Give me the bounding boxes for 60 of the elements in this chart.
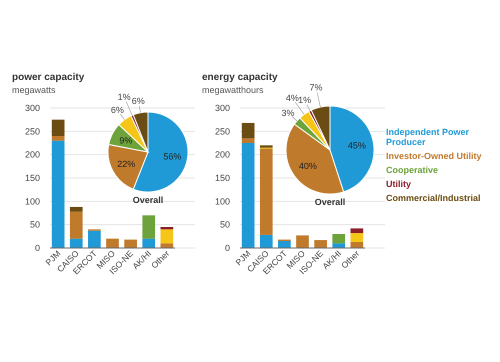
y-tick-label: 0 — [224, 243, 230, 253]
bar — [242, 138, 254, 143]
text: Overall — [314, 197, 346, 207]
y-tick-label: 150 — [24, 173, 40, 183]
bar — [160, 229, 174, 244]
bar — [260, 234, 273, 248]
y-tick-label: 100 — [214, 196, 230, 206]
bar — [350, 233, 364, 242]
data-label: 40% — [298, 161, 317, 172]
data-label: 9% — [119, 136, 132, 146]
bar — [314, 240, 327, 248]
text: Utility — [386, 179, 412, 189]
bar — [296, 235, 309, 248]
text: Commercial/Industrial — [386, 193, 481, 203]
data-label: 3% — [281, 108, 294, 118]
y-tick-label: 50 — [220, 220, 230, 230]
data-label: 4% — [286, 93, 299, 104]
text: Independent Power Producer — [386, 127, 470, 147]
bar — [70, 238, 83, 248]
bar — [106, 238, 119, 248]
data-label: 7% — [310, 82, 323, 93]
y-tick-label: 150 — [214, 173, 230, 183]
bar — [52, 136, 64, 141]
bar — [142, 238, 156, 248]
y-tick-label: 50 — [30, 220, 40, 230]
data-label: 45% — [348, 140, 366, 151]
y-tick-label: 0 — [34, 243, 40, 253]
y-tick-label: 300 — [24, 103, 40, 113]
bar — [88, 230, 101, 248]
bar — [260, 148, 273, 235]
y-tick-label: 200 — [214, 150, 230, 160]
data-label: 6% — [132, 96, 145, 106]
data-label: 1% — [118, 92, 131, 102]
data-label: 6% — [110, 104, 124, 115]
bar — [70, 206, 83, 212]
bar — [52, 120, 64, 136]
text: Overall — [132, 195, 164, 205]
bar — [124, 240, 137, 248]
bar — [242, 122, 254, 138]
chart-subtitle: megawatthours — [202, 85, 264, 95]
bar — [242, 143, 254, 248]
text: Investor-Owned Utility — [386, 151, 482, 161]
y-tick-label: 200 — [24, 150, 40, 160]
data-label: 56% — [163, 152, 182, 162]
text: Cooperative — [386, 165, 438, 175]
bar — [52, 140, 64, 248]
data-label: 1% — [298, 95, 312, 106]
bar — [332, 234, 346, 244]
y-tick-label: 250 — [214, 126, 230, 136]
y-tick-label: 300 — [214, 103, 230, 113]
chart-subtitle: megawatts — [12, 85, 56, 95]
bar — [142, 215, 156, 239]
chart-title: power capacity — [12, 72, 85, 83]
data-label: 22% — [117, 158, 136, 169]
y-tick-label: 100 — [24, 196, 40, 206]
y-tick-label: 250 — [24, 126, 40, 136]
bar — [350, 228, 364, 234]
chart-title: energy capacity — [202, 72, 278, 83]
bar — [278, 241, 291, 248]
bar — [70, 212, 83, 239]
